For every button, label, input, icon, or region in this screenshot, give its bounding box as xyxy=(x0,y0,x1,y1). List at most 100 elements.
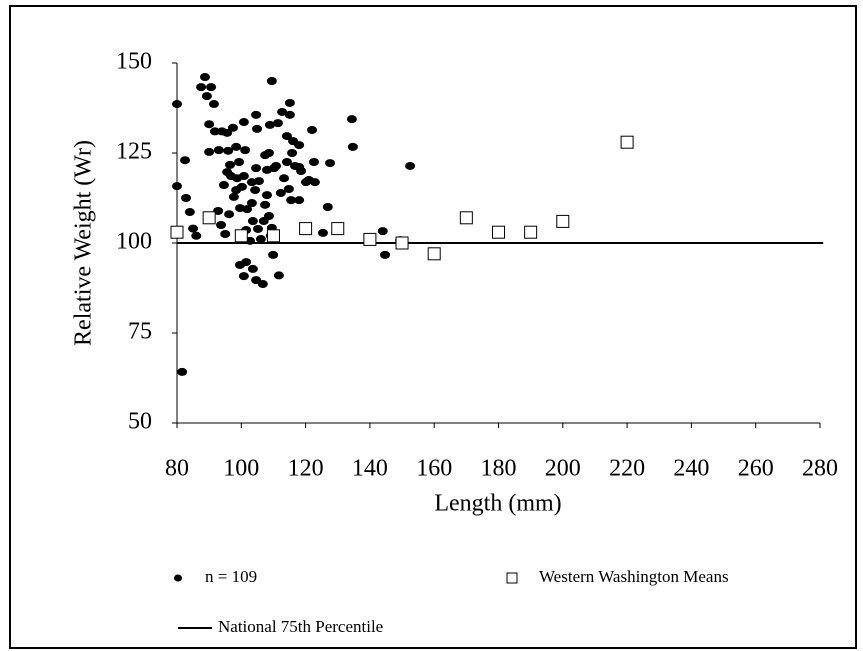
point xyxy=(395,236,409,250)
point xyxy=(296,167,307,175)
point xyxy=(263,212,274,220)
point xyxy=(172,100,182,109)
point xyxy=(209,127,220,136)
point xyxy=(277,107,288,116)
x-axis-title: Length (mm) xyxy=(434,491,561,517)
y-tick-label: 150 xyxy=(116,49,152,75)
x-tick-label: 220 xyxy=(609,456,645,482)
point xyxy=(241,258,252,267)
legend-marker xyxy=(506,572,518,584)
point xyxy=(283,185,294,193)
point xyxy=(309,178,320,187)
x-tick-label: 260 xyxy=(738,456,774,482)
point xyxy=(227,123,238,132)
point xyxy=(284,110,295,119)
point xyxy=(202,211,216,225)
y-tick-label: 100 xyxy=(116,229,152,255)
point xyxy=(271,161,282,170)
point xyxy=(281,132,292,141)
point xyxy=(325,159,336,168)
point xyxy=(286,196,297,205)
point xyxy=(204,147,215,156)
y-axis-title: Relative Weight (Wr) xyxy=(71,140,97,346)
point xyxy=(287,149,298,157)
x-tick-label: 80 xyxy=(165,456,189,482)
point xyxy=(213,146,224,155)
point xyxy=(266,229,280,243)
legend-marker xyxy=(174,574,182,582)
point xyxy=(405,161,416,170)
point xyxy=(275,188,286,197)
point xyxy=(191,231,202,240)
point xyxy=(196,83,207,92)
point xyxy=(218,181,229,190)
point xyxy=(247,264,258,273)
x-tick-label: 180 xyxy=(481,456,517,482)
legend-label: n = 109 xyxy=(205,567,257,586)
point xyxy=(255,235,266,244)
x-tick-label: 140 xyxy=(352,456,388,482)
point xyxy=(208,100,219,109)
point xyxy=(262,191,273,200)
point xyxy=(231,142,242,151)
point xyxy=(251,110,262,119)
point xyxy=(172,182,182,191)
x-tick-label: 200 xyxy=(545,456,581,482)
point xyxy=(216,221,227,229)
point xyxy=(170,225,184,239)
frame xyxy=(9,5,857,649)
point xyxy=(377,227,388,236)
point xyxy=(308,158,319,166)
point xyxy=(238,118,249,127)
point xyxy=(253,177,264,186)
point xyxy=(181,194,192,202)
point xyxy=(346,115,357,124)
point xyxy=(524,225,538,239)
point xyxy=(188,224,199,233)
y-tick-label: 50 xyxy=(128,409,152,435)
point xyxy=(250,186,261,195)
point xyxy=(281,158,292,166)
point xyxy=(272,119,283,128)
point xyxy=(224,210,235,219)
point xyxy=(264,120,275,129)
point xyxy=(294,196,305,205)
point xyxy=(317,228,328,237)
point xyxy=(242,205,253,214)
point xyxy=(492,225,505,239)
point xyxy=(238,172,249,181)
point xyxy=(299,222,313,236)
point xyxy=(222,128,233,137)
point xyxy=(459,211,473,225)
point xyxy=(427,247,441,261)
x-tick-label: 240 xyxy=(673,456,709,482)
point xyxy=(620,135,634,149)
y-tick-label: 125 xyxy=(116,139,152,165)
point xyxy=(246,199,257,208)
x-tick-label: 280 xyxy=(802,456,838,482)
point xyxy=(238,272,249,281)
point xyxy=(307,125,318,134)
point xyxy=(363,232,377,246)
point xyxy=(257,280,268,289)
point xyxy=(252,124,263,133)
point xyxy=(284,98,295,107)
point xyxy=(225,160,236,169)
point xyxy=(184,208,195,217)
point xyxy=(236,182,247,191)
legend-label: National 75th Percentile xyxy=(218,617,383,636)
point xyxy=(177,367,188,376)
point xyxy=(263,149,274,157)
point xyxy=(268,250,279,259)
x-tick-label: 120 xyxy=(288,456,324,482)
legend-label: Western Washington Means xyxy=(539,567,729,586)
point xyxy=(266,77,277,85)
point xyxy=(251,164,262,173)
point xyxy=(273,271,284,280)
point xyxy=(180,156,191,165)
point xyxy=(204,120,215,129)
point xyxy=(199,73,210,82)
point xyxy=(253,224,264,233)
point xyxy=(201,92,212,101)
